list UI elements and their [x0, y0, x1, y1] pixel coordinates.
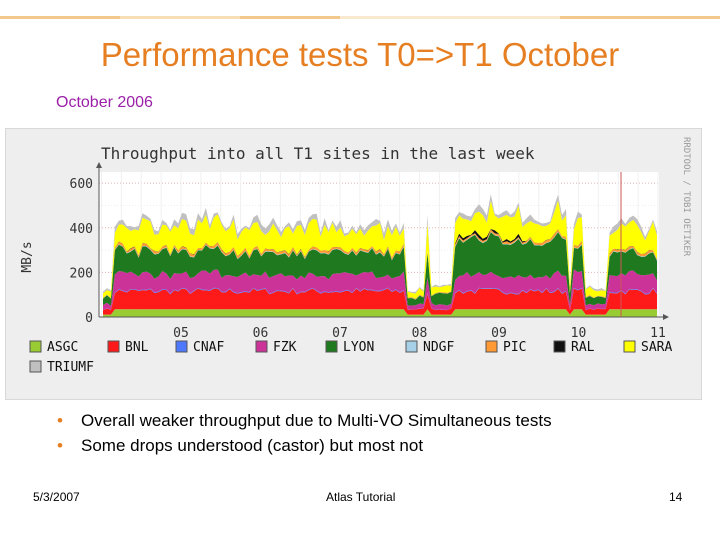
footer-page-number: 14	[669, 490, 683, 504]
y-tick-label: 600	[70, 177, 93, 192]
y-axis-label: MB/s	[20, 241, 35, 272]
y-tick-label: 400	[70, 222, 93, 237]
legend-label: NDGF	[423, 340, 454, 355]
x-tick-label: 08	[412, 326, 428, 341]
legend-label: CNAF	[193, 340, 224, 355]
rrdtool-watermark: RRDTOOL / TOBI OETIKER	[681, 137, 691, 257]
bullet-text: Overall weaker throughput due to Multi-V…	[81, 411, 552, 430]
legend-swatch	[29, 340, 42, 353]
bullet-item: • Some drops understood (castor) but most…	[57, 435, 552, 460]
legend-swatch	[175, 340, 188, 353]
bullet-icon: •	[57, 436, 63, 455]
legend-swatch	[553, 340, 566, 353]
axes: 0 200 400 600 05 06 07 08 09 10 11	[70, 162, 669, 341]
bullet-item: • Overall weaker throughput due to Multi-…	[57, 410, 552, 435]
x-tick-label: 06	[253, 326, 269, 341]
bullet-text: Some drops understood (castor) but most …	[81, 436, 424, 455]
legend-label: FZK	[273, 340, 297, 355]
x-axis-arrow	[663, 314, 669, 320]
legend-swatch	[623, 340, 636, 353]
x-tick-label: 09	[491, 326, 507, 341]
y-axis-arrow	[96, 162, 102, 168]
legend-swatch	[325, 340, 338, 353]
chart-title: Throughput into all T1 sites in the last…	[101, 144, 535, 163]
legend-label: ASGC	[47, 340, 78, 355]
x-tick-label: 05	[173, 326, 189, 341]
bullet-list: • Overall weaker throughput due to Multi-…	[57, 410, 552, 460]
x-tick-label: 10	[571, 326, 587, 341]
series-area-sara	[103, 200, 657, 299]
legend-label: TRIUMF	[47, 360, 94, 375]
legend-swatch	[485, 340, 498, 353]
legend-swatch	[107, 340, 120, 353]
series-area-asgc	[103, 309, 657, 317]
legend-label: SARA	[641, 340, 672, 355]
footer-center: Atlas Tutorial	[326, 490, 396, 504]
legend-swatch	[405, 340, 418, 353]
y-tick-label: 200	[70, 266, 93, 281]
legend-label: LYON	[343, 340, 374, 355]
bullet-icon: •	[57, 411, 63, 430]
legend-swatch	[29, 360, 42, 373]
legend: ASGC BNL CNAF FZK LYON NDGF PIC RAL SARA TRIUMF	[29, 340, 672, 375]
legend-label: RAL	[571, 340, 595, 355]
slide-subtitle: October 2006	[56, 94, 153, 111]
top-decoration-line	[0, 16, 720, 19]
footer-date: 5/3/2007	[33, 490, 80, 504]
y-tick-label: 0	[85, 311, 93, 326]
legend-label: BNL	[125, 340, 149, 355]
legend-swatch	[255, 340, 268, 353]
throughput-chart: 0 200 400 600 05 06 07 08 09 10 11 Throughput into…	[5, 128, 702, 400]
series-area-lyon	[103, 232, 657, 306]
series-area-bnl	[103, 288, 657, 315]
chart-svg: 0 200 400 600 05 06 07 08 09 10 11 Throughput into…	[20, 137, 691, 375]
slide-title: Performance tests T0=>T1 October	[100, 36, 620, 73]
x-tick-label: 07	[332, 326, 348, 341]
stacked-areas	[103, 194, 657, 317]
series-area-fzk	[103, 269, 657, 311]
legend-label: PIC	[503, 340, 526, 355]
x-tick-label: 11	[650, 326, 666, 341]
